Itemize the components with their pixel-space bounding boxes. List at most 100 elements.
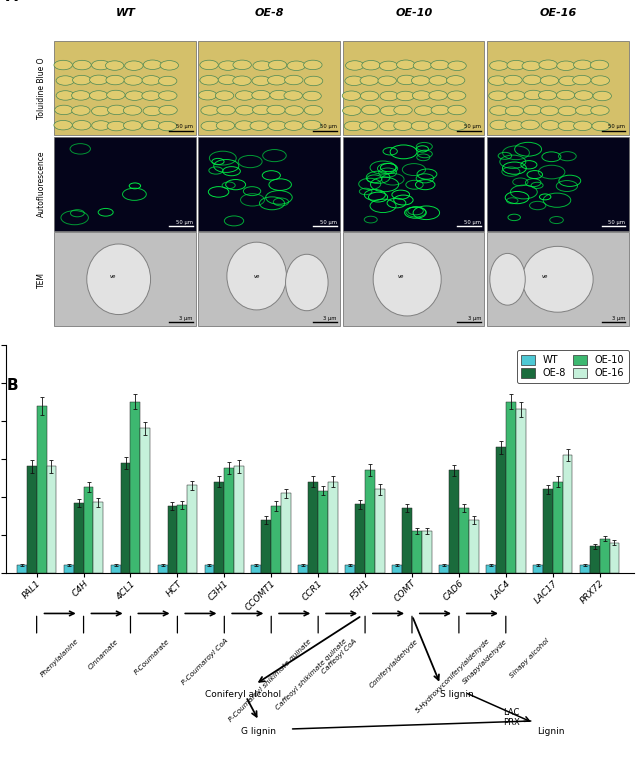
Circle shape (573, 76, 591, 85)
Circle shape (345, 76, 364, 85)
Text: Coniferylaldehyde: Coniferylaldehyde (368, 638, 419, 689)
Bar (402, 508, 412, 573)
Circle shape (285, 121, 303, 130)
Circle shape (360, 91, 379, 101)
Bar (342, 137, 484, 230)
Circle shape (217, 105, 236, 115)
Circle shape (558, 106, 577, 116)
Text: PRX: PRX (503, 719, 520, 727)
Text: OE-8: OE-8 (255, 8, 285, 18)
Bar (261, 520, 271, 573)
Text: 50 μm: 50 μm (175, 221, 193, 225)
Circle shape (490, 121, 508, 130)
Circle shape (428, 121, 447, 130)
Circle shape (575, 91, 593, 100)
Bar (553, 481, 563, 573)
Circle shape (412, 91, 431, 100)
Circle shape (538, 91, 557, 100)
Circle shape (284, 91, 302, 100)
Bar (140, 429, 150, 573)
Circle shape (142, 76, 161, 85)
Text: A: A (6, 0, 18, 5)
Text: 50 μm: 50 μm (609, 221, 625, 225)
Bar (412, 531, 422, 573)
Bar (111, 565, 120, 573)
Circle shape (124, 76, 143, 85)
Circle shape (304, 105, 323, 115)
Circle shape (56, 76, 74, 85)
Circle shape (250, 121, 268, 130)
Bar (355, 504, 365, 573)
Circle shape (268, 60, 287, 69)
Text: G lignin: G lignin (241, 727, 276, 736)
Bar (346, 565, 355, 573)
Circle shape (394, 121, 412, 130)
Circle shape (507, 60, 525, 70)
Circle shape (158, 121, 177, 130)
Text: Lignin: Lignin (537, 727, 564, 736)
Circle shape (92, 121, 110, 130)
Circle shape (362, 60, 380, 70)
Circle shape (412, 121, 429, 130)
Bar (580, 565, 590, 573)
Circle shape (285, 106, 303, 115)
Circle shape (539, 60, 557, 69)
Text: Coniferyl alcohol: Coniferyl alcohol (205, 691, 281, 700)
Bar (36, 406, 47, 573)
Circle shape (125, 91, 144, 101)
Circle shape (233, 76, 251, 85)
Circle shape (413, 61, 431, 70)
Text: B: B (6, 378, 18, 393)
Circle shape (447, 76, 465, 85)
Ellipse shape (87, 244, 150, 314)
Circle shape (590, 60, 609, 69)
Circle shape (159, 76, 177, 85)
Text: 50 μm: 50 μm (609, 124, 625, 130)
Text: 3 μm: 3 μm (468, 316, 481, 320)
Circle shape (159, 105, 177, 115)
Bar (234, 466, 244, 573)
Circle shape (54, 60, 72, 69)
Bar (468, 520, 479, 573)
Ellipse shape (285, 254, 328, 311)
Circle shape (593, 92, 611, 101)
Circle shape (72, 106, 90, 115)
Text: 50 μm: 50 μm (464, 124, 481, 130)
Bar (84, 487, 93, 573)
Circle shape (54, 121, 72, 130)
Text: Autofluorescence: Autofluorescence (37, 151, 46, 217)
Circle shape (507, 91, 525, 100)
Bar (252, 565, 261, 573)
Circle shape (303, 92, 321, 101)
Bar (506, 402, 516, 573)
Circle shape (415, 106, 433, 115)
Text: OE-10: OE-10 (396, 8, 433, 18)
Bar (365, 470, 375, 573)
Circle shape (540, 76, 559, 85)
Circle shape (200, 60, 218, 69)
Bar (93, 502, 103, 573)
Bar (214, 481, 224, 573)
Circle shape (489, 91, 507, 101)
Circle shape (558, 121, 577, 130)
Circle shape (504, 76, 522, 85)
Bar (342, 41, 484, 135)
Bar (449, 470, 459, 573)
Circle shape (200, 76, 218, 85)
Bar (308, 481, 318, 573)
Text: 50 μm: 50 μm (320, 221, 337, 225)
Circle shape (72, 121, 91, 130)
Text: 50 μm: 50 μm (464, 221, 481, 225)
Text: Caffeoyl shikimate quinate: Caffeoyl shikimate quinate (275, 638, 348, 711)
Circle shape (253, 105, 271, 114)
Circle shape (344, 121, 363, 130)
Circle shape (106, 61, 124, 70)
Text: 3 μm: 3 μm (179, 316, 193, 320)
Text: ve: ve (253, 274, 260, 278)
Circle shape (216, 121, 235, 130)
Circle shape (394, 105, 412, 114)
Circle shape (201, 121, 220, 130)
Circle shape (236, 105, 254, 115)
Circle shape (124, 121, 142, 130)
Bar (198, 41, 340, 135)
